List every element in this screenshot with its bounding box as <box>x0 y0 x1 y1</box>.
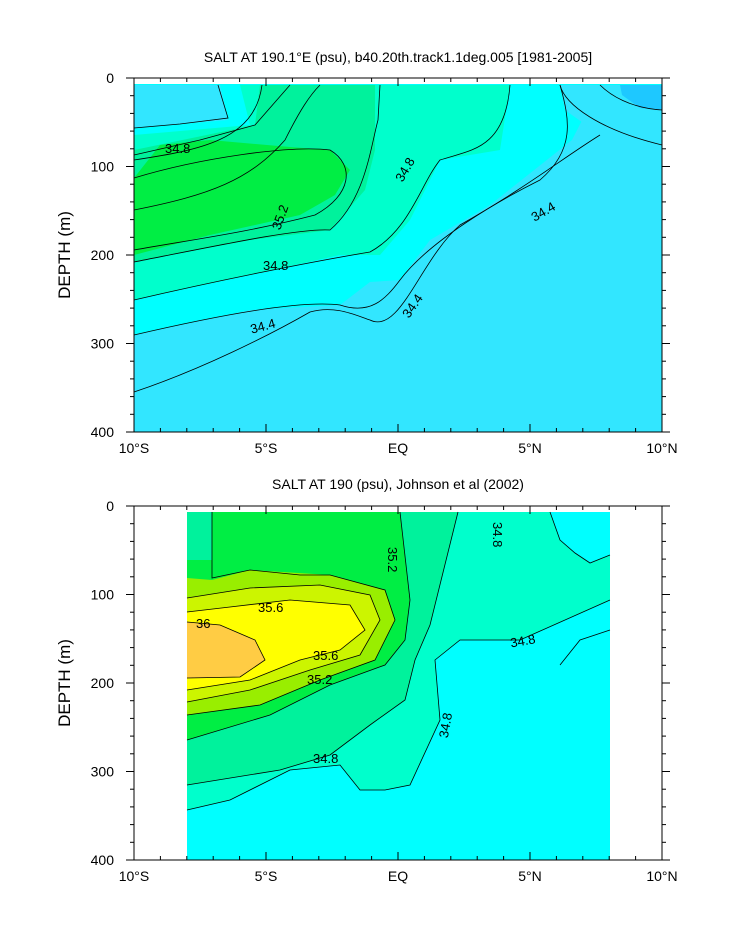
contour-label: 34.8 <box>509 631 537 650</box>
contour-label: 34.8 <box>490 522 505 547</box>
panel2-title: SALT AT 190 (psu), Johnson et al (2002) <box>272 476 524 492</box>
x-tick-label: EQ <box>388 868 408 884</box>
y-tick-label: 200 <box>91 675 115 691</box>
y-tick-label: 100 <box>91 587 115 603</box>
x-tick-label: 5°S <box>255 440 278 456</box>
x-tick-label: 5°S <box>255 868 278 884</box>
fill-band-lt-34.2 <box>620 85 662 110</box>
x-tick-label: 10°N <box>646 440 677 456</box>
x-tick-label: 5°N <box>518 440 542 456</box>
x-tick-label: EQ <box>388 440 408 456</box>
x-tick-label: 10°S <box>119 868 150 884</box>
fill-band-34.2-34.6 <box>134 85 662 432</box>
johnson-salinity-panel: SALT AT 190 (psu), Johnson et al (2002) … <box>55 476 678 884</box>
y-tick-label: 400 <box>91 852 115 868</box>
contour-label: 35.2 <box>385 547 400 572</box>
y-tick-label: 300 <box>91 336 115 352</box>
contour-label: 35.6 <box>258 600 283 615</box>
fill-band-34.2-34.6-topleft <box>134 85 228 128</box>
y-tick-label: 400 <box>91 424 115 440</box>
contour-label: 36 <box>196 616 210 631</box>
panel1-contour-fills <box>134 78 662 432</box>
fill-band-34.6-34.8-bottom <box>187 600 610 860</box>
y-tick-label: 0 <box>106 70 114 86</box>
y-tick-label: 100 <box>91 159 115 175</box>
contour-label: 34.8 <box>313 751 338 766</box>
y-tick-label: 300 <box>91 764 115 780</box>
panel2-ylabel: DEPTH (m) <box>55 639 74 727</box>
fill-band-34.6-34.8-top <box>550 512 610 563</box>
model-salinity-panel: SALT AT 190.1°E (psu), b40.20th.track1.1… <box>55 49 678 456</box>
panel2-contour-lines <box>186 511 611 811</box>
contour-label: 35.2 <box>307 672 332 687</box>
panel1-ylabel: DEPTH (m) <box>55 211 74 299</box>
fill-band-gt-35.2-core <box>134 165 275 252</box>
x-tick-label: 10°N <box>646 868 677 884</box>
contour-label: 35.6 <box>313 648 338 663</box>
fill-gap-left <box>187 512 212 560</box>
contour-label: 34.8 <box>165 141 190 156</box>
panel1-contour-lines <box>133 84 663 393</box>
contour-label: 34.8 <box>263 258 288 273</box>
y-tick-label: 0 <box>106 498 114 514</box>
contour-label: 34.4 <box>249 316 277 337</box>
x-tick-label: 5°N <box>518 868 542 884</box>
y-tick-label: 200 <box>91 247 115 263</box>
contour-label: 34.8 <box>436 712 455 740</box>
panel2-contour-labels: 34.8 35.2 35.6 36 34.8 35.6 35.2 34.8 34… <box>196 522 537 766</box>
panel2-axes: 10°S 5°S EQ 5°N 10°N 0 100 200 300 400 <box>91 498 678 884</box>
panel2-contour-fills <box>187 512 610 860</box>
x-tick-label: 10°S <box>119 440 150 456</box>
panel1-title: SALT AT 190.1°E (psu), b40.20th.track1.1… <box>204 49 592 65</box>
panel1-axes: 10°S 5°S EQ 5°N 10°N 0 100 200 300 400 <box>91 70 678 456</box>
